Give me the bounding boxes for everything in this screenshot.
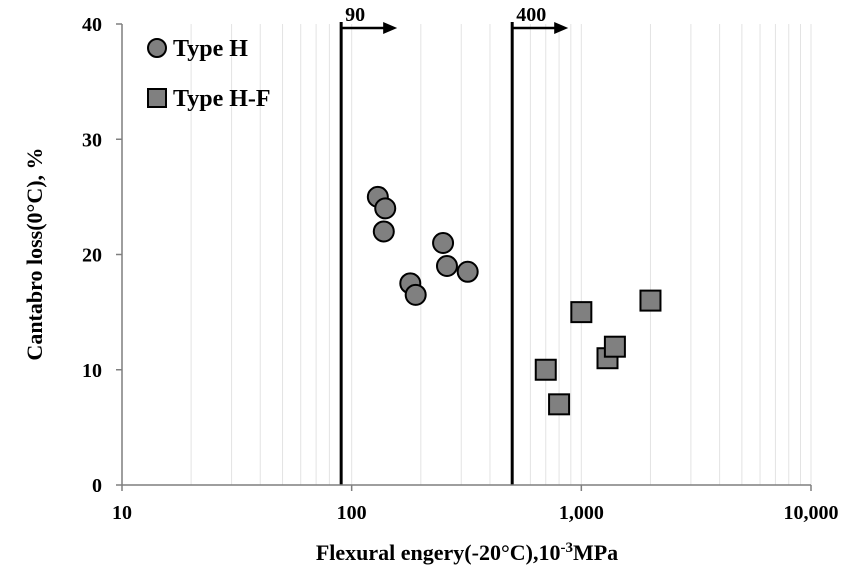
legend: Type H Type H-F bbox=[147, 36, 271, 112]
x-axis-title: Flexural engery(-20°C),10-3MPa bbox=[316, 540, 618, 565]
x-tick-label: 100 bbox=[337, 502, 367, 524]
point-type-h-f bbox=[639, 289, 662, 312]
y-tick-label: 40 bbox=[82, 14, 102, 36]
data-points bbox=[366, 185, 662, 416]
point-type-h-f bbox=[534, 358, 557, 381]
y-axis-title: Cantabro loss(0°C), % bbox=[22, 147, 47, 360]
y-tick-label: 10 bbox=[82, 360, 102, 382]
grid-lines bbox=[190, 24, 812, 485]
x-tick-label: 10,000 bbox=[784, 502, 839, 524]
legend-marker-type-h-f bbox=[147, 88, 167, 108]
axes bbox=[116, 23, 812, 491]
x-tick-label: 10 bbox=[112, 502, 132, 524]
point-type-h bbox=[372, 220, 395, 243]
arrow-head-400 bbox=[554, 22, 569, 34]
point-type-h bbox=[435, 255, 458, 278]
point-type-h bbox=[374, 197, 397, 220]
arrow-head-90 bbox=[383, 22, 398, 34]
x-tick-label: 1,000 bbox=[559, 502, 604, 524]
threshold-label-90: 90 bbox=[345, 4, 365, 26]
legend-label-type-h-f: Type H-F bbox=[173, 86, 271, 112]
point-type-h bbox=[432, 231, 455, 254]
y-tick-label: 20 bbox=[82, 245, 102, 267]
legend-marker-type-h bbox=[147, 38, 167, 58]
point-type-h-f bbox=[603, 335, 626, 358]
point-type-h bbox=[404, 283, 427, 306]
point-type-h-f bbox=[570, 301, 593, 324]
point-type-h-f bbox=[548, 393, 571, 416]
y-tick-label: 0 bbox=[92, 475, 102, 497]
y-tick-label: 30 bbox=[82, 129, 102, 151]
threshold-lines: 90 400 bbox=[339, 4, 569, 485]
legend-label-type-h: Type H bbox=[173, 36, 248, 62]
threshold-label-400: 400 bbox=[516, 4, 546, 26]
point-type-h bbox=[456, 260, 479, 283]
tick-labels: 10 100 1,000 10,000 0 10 20 30 40 bbox=[82, 14, 839, 524]
